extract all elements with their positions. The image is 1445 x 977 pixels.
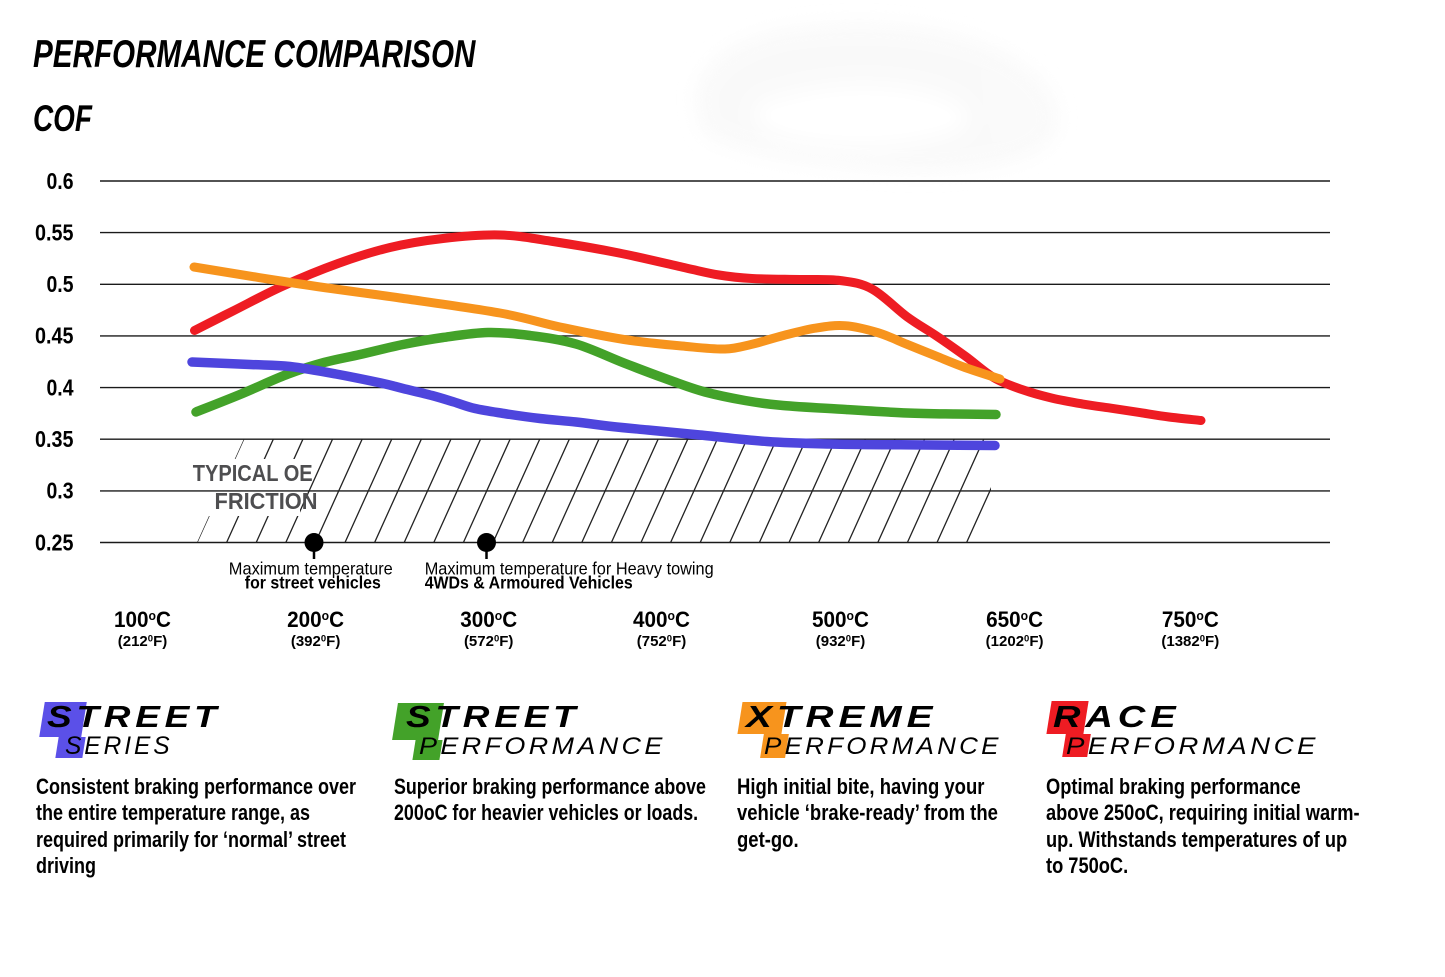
- svg-text:0.55: 0.55: [35, 219, 74, 245]
- svg-text:100oC: 100oC: [114, 607, 171, 632]
- svg-text:0.4: 0.4: [47, 374, 74, 400]
- svg-text:0.45: 0.45: [35, 323, 74, 349]
- svg-text:0.6: 0.6: [47, 168, 74, 194]
- svg-text:TYPICAL OE: TYPICAL OE: [193, 460, 313, 486]
- svg-text:500oC: 500oC: [812, 607, 869, 632]
- svg-text:300oC: 300oC: [460, 607, 517, 632]
- svg-text:4WDs & Armoured Vehicles: 4WDs & Armoured Vehicles: [425, 573, 633, 593]
- svg-text:0.5: 0.5: [47, 271, 74, 297]
- svg-text:(3920F): (3920F): [291, 633, 341, 650]
- svg-text:Maximum temperature for Heavy: Maximum temperature for Heavy towing: [425, 559, 714, 579]
- svg-text:0.25: 0.25: [35, 529, 74, 555]
- svg-text:(5720F): (5720F): [464, 633, 514, 650]
- svg-text:200oC: 200oC: [287, 607, 344, 632]
- svg-text:400oC: 400oC: [633, 607, 690, 632]
- svg-text:(12020F): (12020F): [986, 633, 1044, 650]
- svg-text:Maximum temperature: Maximum temperature: [229, 559, 393, 579]
- svg-text:(9320F): (9320F): [816, 633, 866, 650]
- svg-text:(7520F): (7520F): [637, 633, 687, 650]
- svg-text:(13820F): (13820F): [1161, 633, 1219, 650]
- svg-text:0.35: 0.35: [35, 426, 74, 452]
- svg-text:650oC: 650oC: [986, 607, 1043, 632]
- svg-text:750oC: 750oC: [1162, 607, 1219, 632]
- svg-text:for street vehicles: for street vehicles: [245, 573, 381, 593]
- svg-text:(2120F): (2120F): [118, 633, 168, 650]
- svg-text:0.3: 0.3: [47, 478, 74, 504]
- svg-text:FRICTION: FRICTION: [215, 488, 318, 514]
